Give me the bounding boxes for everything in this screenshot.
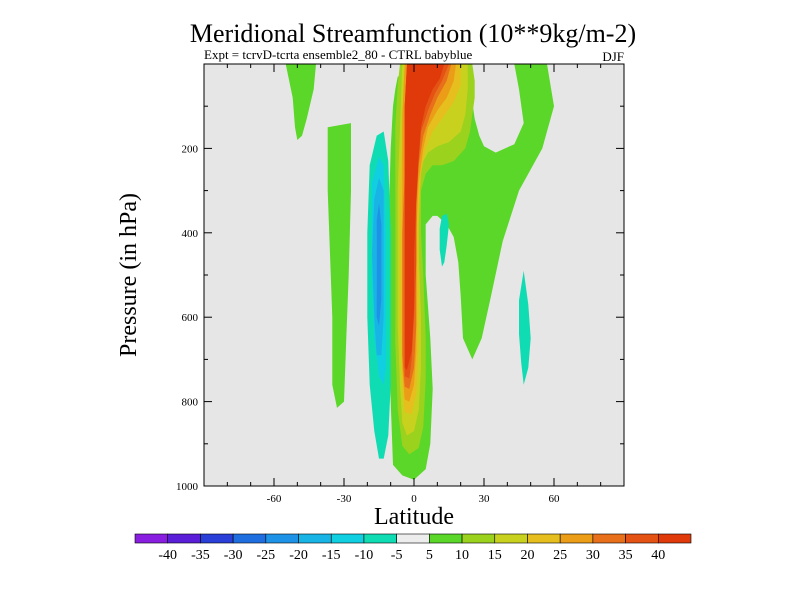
colorbar-label: 40	[651, 548, 665, 563]
colorbar-swatch	[298, 533, 332, 544]
colorbar-swatch	[396, 533, 430, 544]
x-tick-label: 30	[479, 493, 491, 505]
x-axis-label: Latitude	[374, 504, 454, 530]
y-axis-label: Pressure (in hPa)	[116, 193, 142, 357]
colorbar-label: 5	[426, 548, 433, 563]
y-tick-label: 600	[182, 312, 199, 324]
colorbar-label: -30	[224, 548, 243, 563]
contour-region-positive-top-blob	[285, 64, 316, 140]
contour-region-positive-jet-40	[404, 64, 445, 370]
contour-region-negative-cell-20	[376, 203, 382, 326]
colorbar-swatch	[559, 533, 594, 544]
colorbar-swatch	[527, 533, 561, 544]
colorbar-label: 20	[520, 548, 534, 563]
contour-region-negative-small-right	[439, 213, 449, 267]
x-axis-ticks: -60 -30 0 30 60	[267, 64, 560, 505]
contour-region-positive-left-strip	[327, 123, 351, 408]
minor-ticks	[204, 64, 624, 486]
x-tick-label: -60	[267, 493, 282, 505]
x-tick-label: 0	[411, 493, 417, 505]
colorbar-swatch	[167, 533, 201, 544]
colorbar-label: 35	[619, 548, 633, 563]
colorbar-label: 25	[553, 548, 567, 563]
colorbar-swatch	[265, 533, 299, 544]
colorbar-swatch	[625, 533, 659, 544]
colorbar-swatch	[363, 533, 397, 544]
colorbar-label: -10	[355, 548, 374, 563]
colorbar-label: 30	[586, 548, 600, 563]
colorbar-swatch	[200, 533, 234, 544]
colorbar: -40 -35 -30 -25 -20 -15 -10 -5 5 10 15 20 25 30 35 40	[134, 533, 692, 563]
colorbar-label: -15	[322, 548, 341, 563]
y-tick-label: 400	[182, 228, 199, 240]
colorbar-swatch	[494, 533, 528, 544]
season-label: DJF	[602, 49, 624, 64]
colorbar-label: -20	[289, 548, 308, 563]
colorbar-label: 10	[455, 548, 469, 563]
colorbar-swatch	[330, 533, 365, 544]
colorbar-label: -25	[256, 548, 275, 563]
colorbar-swatch	[429, 533, 463, 544]
chart-subtitle: Expt = tcrvD-tcrta ensemble2_80 - CTRL b…	[204, 47, 472, 62]
colorbar-swatch	[657, 533, 692, 544]
contour-regions	[285, 64, 554, 480]
y-axis-ticks: 200 400 600 800 1000	[176, 143, 624, 493]
colorbar-label: -35	[191, 548, 210, 563]
y-tick-label: 800	[182, 397, 199, 409]
colorbar-swatch	[134, 533, 169, 544]
colorbar-swatch	[232, 533, 267, 544]
contour-region-negative-far-right	[519, 270, 531, 385]
chart-title: Meridional Streamfunction (10**9kg/m-2)	[190, 19, 636, 48]
y-tick-label: 1000	[176, 481, 199, 493]
colorbar-swatch	[592, 533, 626, 544]
colorbar-label: 15	[488, 548, 502, 563]
colorbar-label: -40	[158, 548, 177, 563]
x-tick-label: 60	[549, 493, 561, 505]
colorbar-label: -5	[391, 548, 403, 563]
y-tick-label: 200	[182, 143, 199, 155]
colorbar-swatch	[461, 533, 496, 544]
x-tick-label: -30	[337, 493, 352, 505]
